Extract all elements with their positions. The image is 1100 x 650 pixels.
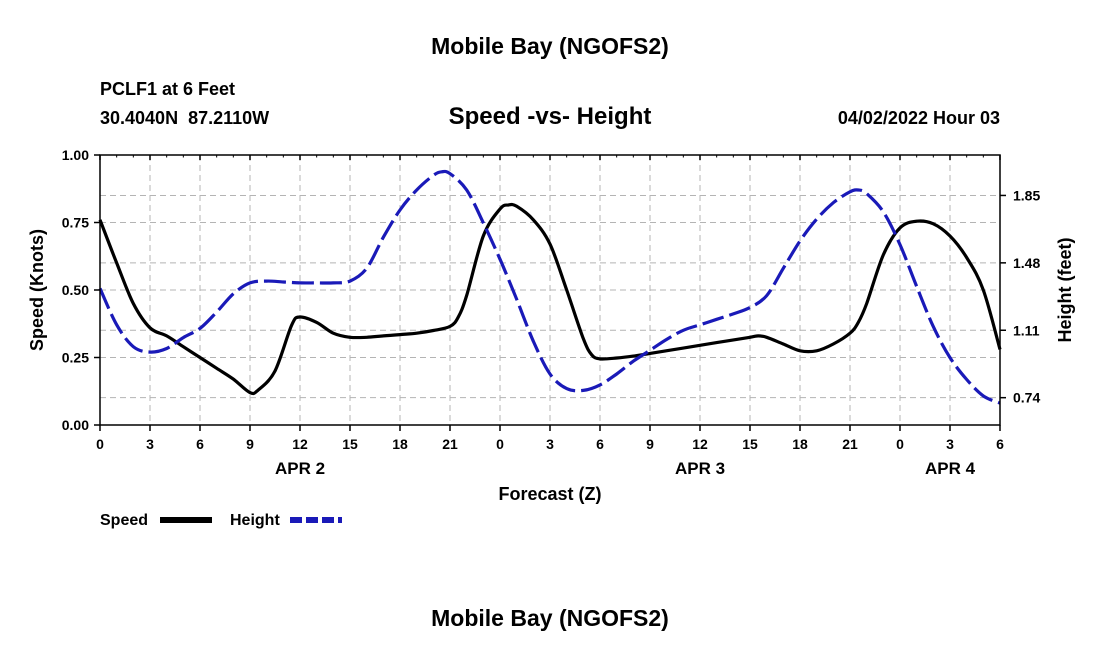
x-axis-label: Forecast (Z): [498, 484, 601, 504]
footer-title: Mobile Bay (NGOFS2): [431, 605, 669, 631]
y2-tick-label: 1.48: [1013, 255, 1040, 271]
station-label: PCLF1 at 6 Feet: [100, 79, 235, 99]
x-tick-label: 6: [596, 436, 604, 452]
y2-tick-label: 1.85: [1013, 187, 1040, 203]
x-tick-label: 9: [646, 436, 654, 452]
y-tick-label: 1.00: [62, 147, 89, 163]
y-axis-label: Speed (Knots): [27, 229, 47, 351]
chart-grid: [100, 155, 1000, 425]
x-tick-label: 3: [946, 436, 954, 452]
chart-series: [98, 169, 1002, 405]
legend: Speed Height: [100, 512, 342, 529]
y-tick-label: 0.50: [62, 282, 89, 298]
x-tick-label: 12: [692, 436, 708, 452]
x-tick-label: 3: [146, 436, 154, 452]
y-tick-label: 0.25: [62, 350, 89, 366]
x-tick-label: 21: [442, 436, 458, 452]
y2-tick-label: 0.74: [1013, 390, 1040, 406]
y-tick-label: 0.75: [62, 215, 89, 231]
series-line-speed: [98, 202, 1002, 396]
date-label: APR 2: [275, 459, 325, 478]
date-label: APR 3: [675, 459, 725, 478]
y-tick-label: 0.00: [62, 417, 89, 433]
x-tick-label: 3: [546, 436, 554, 452]
y2-tick-label: 1.11: [1013, 322, 1040, 338]
chart-title: Mobile Bay (NGOFS2): [431, 33, 669, 59]
x-tick-label: 15: [342, 436, 358, 452]
chart-subtitle: Speed -vs- Height: [449, 103, 652, 130]
x-tick-label: 15: [742, 436, 758, 452]
location-label: 30.4040N 87.2110W: [100, 108, 269, 128]
x-tick-label: 6: [196, 436, 204, 452]
x-tick-label: 9: [246, 436, 254, 452]
x-tick-label: 6: [996, 436, 1004, 452]
x-tick-label: 0: [96, 436, 104, 452]
x-tick-label: 12: [292, 436, 308, 452]
x-tick-label: 18: [392, 436, 408, 452]
x-tick-label: 18: [792, 436, 808, 452]
x-tick-label: 0: [496, 436, 504, 452]
datetime-label: 04/02/2022 Hour 03: [838, 108, 1000, 128]
x-tick-label: 0: [896, 436, 904, 452]
legend-label-height: Height: [230, 512, 280, 529]
date-label: APR 4: [925, 459, 976, 478]
y2-axis-label: Height (feet): [1055, 238, 1075, 343]
x-tick-label: 21: [842, 436, 858, 452]
axis-ticks: 0 3 6 9 12 15 18 21 0 3 6 9 12 15 18 21 0 3 6 APR 2 APR 3 APR…: [62, 147, 1041, 478]
series-line-height: [98, 169, 1001, 405]
legend-label-speed: Speed: [100, 512, 148, 529]
